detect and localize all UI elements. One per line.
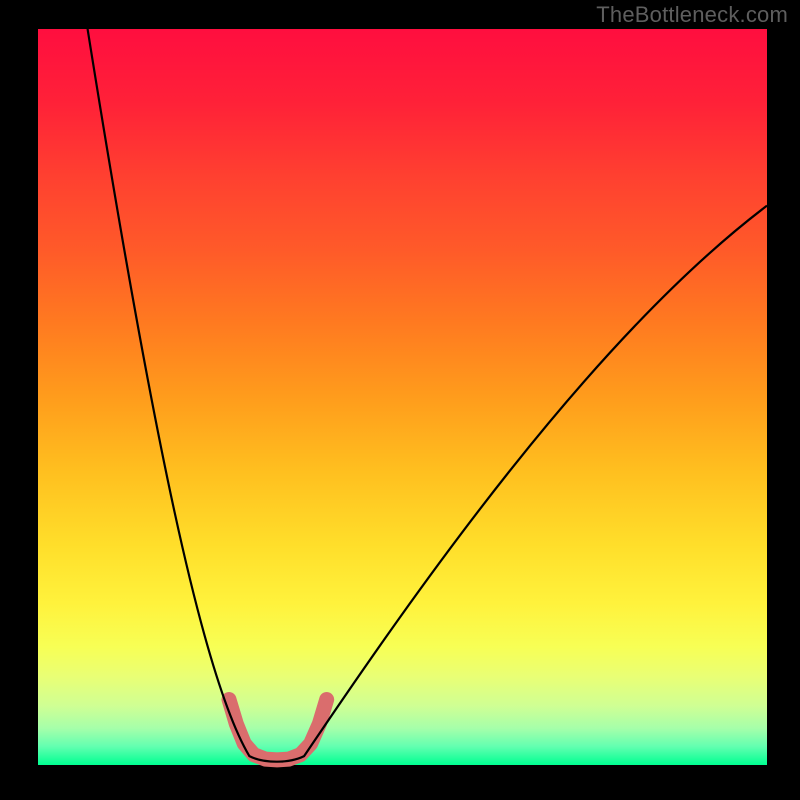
- watermark-label: TheBottleneck.com: [596, 2, 788, 28]
- chart-root: TheBottleneck.com: [0, 0, 800, 800]
- plot-background: [38, 29, 767, 765]
- chart-svg: [0, 0, 800, 800]
